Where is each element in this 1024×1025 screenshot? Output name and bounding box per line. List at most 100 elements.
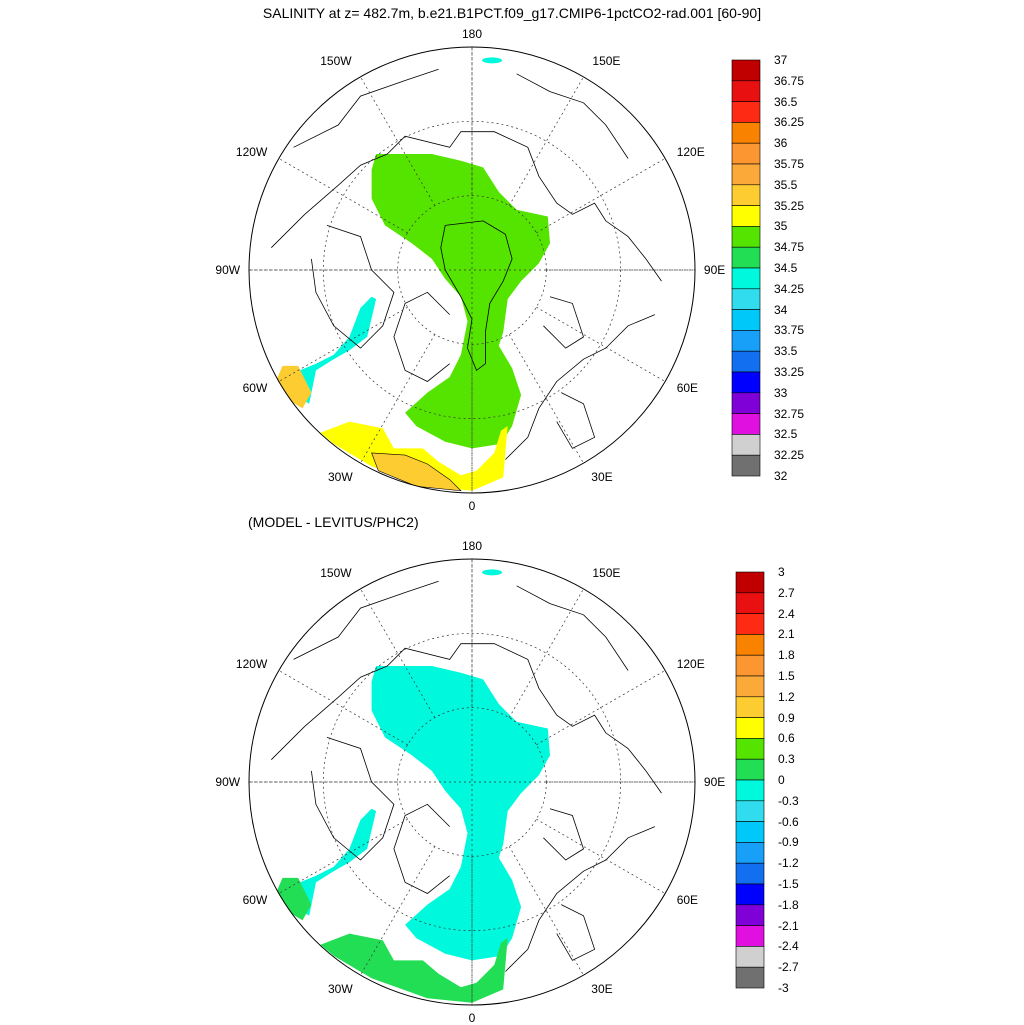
colorbar-label: 2.1: [778, 627, 795, 642]
colorbar-label: -1.8: [778, 897, 799, 912]
colorbar-swatch: [735, 571, 765, 594]
colorbar-swatch: [731, 59, 761, 82]
colorbar-label: 1.2: [778, 689, 795, 704]
colorbar-swatch: [731, 101, 761, 123]
longitude-label: 60E: [676, 893, 699, 908]
coastline: [311, 737, 395, 861]
colorbar-swatch: [735, 842, 765, 864]
longitude-label: 30E: [591, 981, 613, 996]
longitude-label: 60W: [242, 893, 268, 908]
colorbar-label: 0: [778, 773, 785, 787]
colorbar-swatch: [735, 800, 765, 822]
colorbar-swatch: [735, 696, 765, 718]
longitude-label: 120W: [235, 656, 268, 671]
longitude-label: 150E: [592, 566, 621, 581]
colorbar-swatch: [731, 122, 761, 144]
labrador-field: [275, 365, 312, 409]
longitude-label: 120W: [235, 144, 268, 159]
longitude-label: 60E: [676, 381, 699, 396]
colorbar-label: -0.6: [778, 814, 799, 829]
longitude-label: 0: [468, 1011, 476, 1025]
colorbar-label: 34: [774, 302, 788, 317]
coastline: [556, 392, 596, 449]
colorbar: [735, 571, 765, 989]
coastline: [543, 808, 584, 861]
colorbar-label: 33: [774, 385, 788, 400]
coastline: [516, 585, 629, 671]
colorbar-swatch: [735, 613, 765, 635]
arctic-ocean-field: [371, 154, 550, 449]
colorbar-swatch: [731, 163, 761, 186]
colorbar-swatch: [735, 904, 765, 926]
colorbar-swatch: [735, 738, 765, 760]
longitude-label: 150W: [320, 54, 352, 69]
longitude-label: 150E: [592, 54, 621, 69]
coastline: [271, 131, 662, 282]
colorbar-swatch: [735, 717, 765, 739]
colorbar-label: 1.8: [778, 648, 795, 663]
colorbar-swatch: [735, 966, 765, 989]
colorbar-label: 32.5: [774, 427, 798, 442]
colorbar-label: 32.25: [774, 448, 805, 463]
longitude-label: 120E: [676, 144, 705, 159]
colorbar-swatch: [731, 371, 761, 394]
colorbar-label: 2.4: [778, 606, 795, 621]
colorbar-label: -0.3: [778, 793, 799, 808]
colorbar-swatch: [735, 862, 765, 885]
atlantic-field: [320, 421, 508, 491]
difference-panel-title: (MODEL - LEVITUS/PHC2): [248, 514, 419, 530]
coastline: [393, 291, 450, 382]
colorbar-label: -0.9: [778, 835, 799, 850]
colorbar-label: 2.7: [778, 585, 795, 600]
chart-title: SALINITY at z= 482.7m, b.e21.B1PCT.f09_g…: [262, 5, 762, 21]
longitude-label: 0: [468, 499, 476, 514]
colorbar-label: 35.5: [774, 177, 798, 192]
bering-patch: [482, 569, 503, 576]
map-border: [248, 46, 696, 494]
longitude-label: 120E: [676, 656, 705, 671]
colorbar-label: 34.75: [774, 240, 805, 255]
coastline: [311, 225, 395, 349]
colorbar-swatch: [735, 758, 765, 781]
colorbar-swatch: [731, 142, 761, 165]
labrador-field: [275, 877, 312, 921]
colorbar-swatch: [731, 309, 761, 331]
colorbar-label: 37: [774, 53, 788, 67]
colorbar-label: 34.5: [774, 261, 798, 275]
colorbar-swatch: [731, 80, 761, 102]
contour-region: [440, 220, 513, 372]
map-panel-salinity: [248, 46, 696, 494]
colorbar-label: 0.3: [778, 752, 795, 767]
colorbar-label: 3: [778, 565, 785, 579]
colorbar-swatch: [735, 946, 765, 968]
longitude-label: 30W: [328, 469, 353, 484]
colorbar-label: 33.5: [774, 344, 798, 359]
longitude-label: 150W: [320, 566, 352, 581]
colorbar-swatch: [735, 592, 765, 614]
coastline: [516, 73, 629, 159]
colorbar-swatch: [735, 654, 765, 677]
colorbar-swatch: [731, 184, 761, 206]
colorbar-swatch: [735, 675, 765, 698]
longitude-label: 90E: [703, 775, 726, 789]
longitude-label: 180: [461, 26, 483, 41]
meridian: [508, 588, 584, 718]
colorbar-label: 33.75: [774, 323, 805, 338]
colorbar: [731, 59, 761, 477]
coastline: [271, 643, 662, 794]
longitude-label: 30E: [591, 469, 613, 484]
bering-patch: [482, 57, 503, 64]
longitude-label: 90W: [215, 775, 241, 789]
coastline: [293, 580, 439, 660]
colorbar-label: 36.5: [774, 94, 798, 109]
colorbar-label: 36.25: [774, 115, 805, 130]
coastline: [393, 803, 450, 894]
colorbar-swatch: [735, 883, 765, 906]
longitude-label: 180: [461, 538, 483, 553]
meridian: [508, 76, 584, 206]
colorbar-label: 36: [774, 136, 788, 151]
colorbar-label: 0.6: [778, 731, 795, 746]
coastline: [556, 904, 596, 961]
colorbar-swatch: [735, 925, 765, 947]
coastline: [505, 826, 656, 972]
